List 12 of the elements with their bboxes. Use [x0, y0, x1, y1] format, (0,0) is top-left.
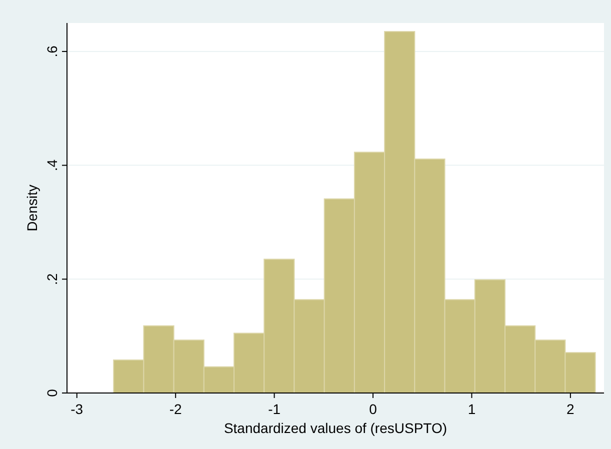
y-axis-title: Density [24, 184, 40, 232]
y-tick-label: .2 [44, 273, 60, 285]
y-tick-label: 0 [44, 388, 60, 397]
x-tick-label: -2 [169, 401, 182, 417]
x-tick-label: -3 [70, 401, 84, 417]
y-tick-label: .6 [44, 45, 60, 58]
x-tick-label: 0 [369, 401, 378, 417]
x-tick-label: 1 [468, 401, 476, 417]
x-tick-label: -1 [268, 401, 281, 417]
x-axis-title: Standardized values of (resUSPTO) [224, 420, 448, 436]
x-tick-label: 2 [566, 401, 575, 417]
y-tick-label: .4 [44, 159, 60, 172]
